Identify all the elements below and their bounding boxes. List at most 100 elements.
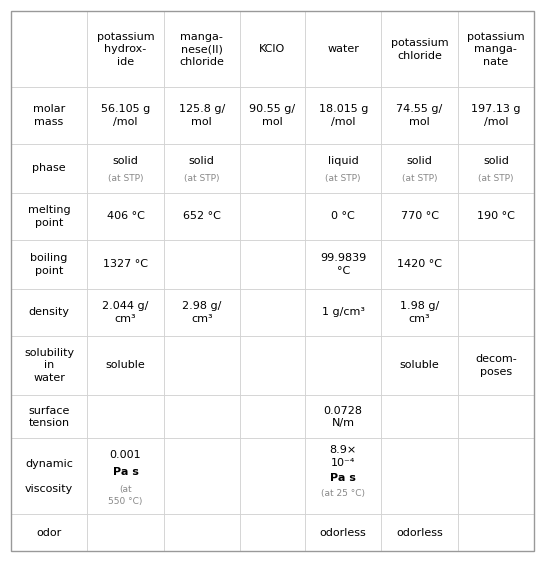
Text: 190 °C: 190 °C (477, 211, 515, 221)
Bar (458, 438, 534, 514)
Text: 125.8 g/
mol: 125.8 g/ mol (179, 105, 225, 126)
Text: 1.98 g/
cm³: 1.98 g/ cm³ (400, 301, 439, 324)
Text: 1 g/cm³: 1 g/cm³ (322, 307, 365, 318)
Bar (11, 193, 87, 239)
Text: (at STP): (at STP) (325, 174, 361, 183)
Bar (87, 336, 164, 395)
Bar (240, 87, 305, 144)
Text: 2.044 g/
cm³: 2.044 g/ cm³ (102, 301, 149, 324)
Bar (240, 336, 305, 395)
Text: boiling
point: boiling point (31, 253, 68, 275)
Bar (11, 514, 87, 551)
Text: 90.55 g/
mol: 90.55 g/ mol (250, 105, 295, 126)
Bar (164, 193, 240, 239)
Text: surface
tension: surface tension (28, 406, 70, 428)
Bar (11, 395, 87, 438)
Text: odorless: odorless (396, 528, 443, 538)
Text: 56.105 g
/mol: 56.105 g /mol (101, 105, 150, 126)
Text: potassium
manga-
nate: potassium manga- nate (467, 32, 525, 67)
Bar (458, 336, 534, 395)
Bar (382, 395, 458, 438)
Text: 99.9839
°C: 99.9839 °C (320, 253, 366, 275)
Bar (382, 193, 458, 239)
Bar (382, 438, 458, 514)
Bar (458, 514, 534, 551)
Text: (at 25 °C): (at 25 °C) (321, 488, 365, 497)
Text: solubility
in
water: solubility in water (24, 348, 74, 383)
Text: solid: solid (112, 156, 138, 166)
Bar (240, 395, 305, 438)
Text: manga-
nese(II)
chloride: manga- nese(II) chloride (179, 32, 224, 67)
Text: 1420 °C: 1420 °C (397, 260, 442, 269)
Bar (458, 193, 534, 239)
Text: 1327 °C: 1327 °C (103, 260, 148, 269)
Text: (at STP): (at STP) (108, 174, 143, 183)
Text: 0.001: 0.001 (110, 450, 141, 460)
Text: liquid: liquid (328, 156, 359, 166)
Bar (382, 87, 458, 144)
Text: 2.98 g/
cm³: 2.98 g/ cm³ (182, 301, 221, 324)
Bar (382, 336, 458, 395)
Bar (11, 336, 87, 395)
Bar (87, 87, 164, 144)
Bar (458, 395, 534, 438)
Text: 0.0728
N/m: 0.0728 N/m (324, 406, 363, 428)
Text: molar
mass: molar mass (33, 105, 65, 126)
Text: 10⁻⁴: 10⁻⁴ (331, 459, 355, 468)
Bar (240, 289, 305, 336)
Bar (240, 514, 305, 551)
Bar (87, 144, 164, 193)
Bar (87, 11, 164, 87)
Text: soluble: soluble (399, 360, 439, 370)
Text: solid: solid (407, 156, 433, 166)
Bar (11, 239, 87, 289)
Bar (305, 193, 382, 239)
Text: (at: (at (119, 485, 132, 494)
Bar (305, 144, 382, 193)
Bar (240, 144, 305, 193)
Bar (164, 11, 240, 87)
Bar (164, 395, 240, 438)
Text: odorless: odorless (320, 528, 367, 538)
Text: 652 °C: 652 °C (183, 211, 221, 221)
Bar (87, 239, 164, 289)
Bar (87, 514, 164, 551)
Bar (87, 438, 164, 514)
Text: phase: phase (32, 164, 66, 174)
Bar (305, 336, 382, 395)
Bar (164, 289, 240, 336)
Text: soluble: soluble (106, 360, 146, 370)
Bar (164, 144, 240, 193)
Text: potassium
hydrox-
ide: potassium hydrox- ide (96, 32, 154, 67)
Text: water: water (327, 44, 359, 55)
Text: melting
point: melting point (28, 205, 70, 228)
Bar (458, 239, 534, 289)
Text: 0 °C: 0 °C (331, 211, 355, 221)
Bar (382, 514, 458, 551)
Text: density: density (28, 307, 70, 318)
Text: odor: odor (37, 528, 62, 538)
Text: potassium
chloride: potassium chloride (391, 38, 449, 61)
Text: Pa s: Pa s (330, 473, 356, 483)
Bar (87, 193, 164, 239)
Text: (at STP): (at STP) (478, 174, 514, 183)
Text: 550 °C): 550 °C) (108, 497, 143, 506)
Bar (305, 514, 382, 551)
Bar (458, 11, 534, 87)
Bar (305, 87, 382, 144)
Text: (at STP): (at STP) (402, 174, 437, 183)
Bar (382, 239, 458, 289)
Text: solid: solid (189, 156, 215, 166)
Bar (11, 438, 87, 514)
Bar (240, 193, 305, 239)
Bar (382, 144, 458, 193)
Bar (164, 438, 240, 514)
Bar (240, 239, 305, 289)
Bar (382, 11, 458, 87)
Bar (305, 11, 382, 87)
Bar (458, 289, 534, 336)
Bar (87, 395, 164, 438)
Text: dynamic

viscosity: dynamic viscosity (25, 459, 73, 493)
Bar (164, 336, 240, 395)
Text: 74.55 g/
mol: 74.55 g/ mol (396, 105, 443, 126)
